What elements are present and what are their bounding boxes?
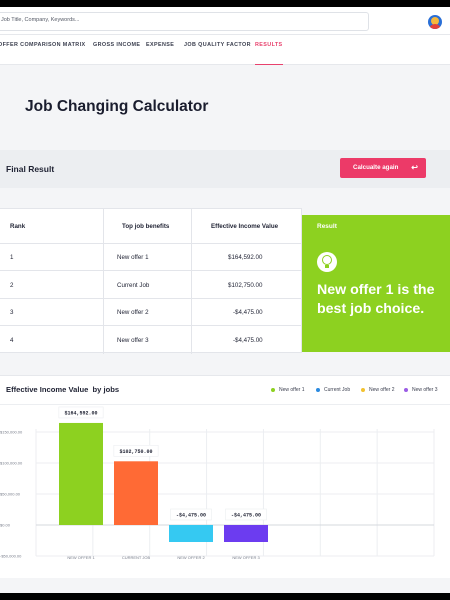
y-tick-label: -$50,000.00 [0,554,22,559]
undo-icon: ↩ [411,163,418,172]
result-card: Result New offer 1 is the best job choic… [302,215,450,352]
result-message: New offer 1 is the best job choice. [317,282,435,317]
chart-card: Effective Income Value by jobs New offer… [0,375,450,578]
app-frame: Job Title, Company, Keywords... Offer Co… [0,7,450,593]
calculate-again-label: Calcualte again [353,164,399,171]
top-bar: Job Title, Company, Keywords... [0,7,450,35]
legend-item[interactable]: Current Job [316,387,350,393]
legend-dot [271,387,275,392]
header-effective-income-value: Effective Income Value [211,223,279,230]
data-label: -$4,475.00 [176,513,206,519]
data-label: -$4,475.00 [231,513,261,519]
legend-dot [361,387,365,392]
chart-bar [59,422,103,525]
table-row: 4 New offer 3 -$4,475.00 [10,337,263,344]
lightbulb-icon [317,252,337,272]
y-tick-label: $50,000.00 [0,492,21,497]
x-tick-label: CURRENT JOB [122,555,151,560]
result-card-label: Result [317,223,337,230]
tab-bar: Offer Comparison Matrix Gross Income Exp… [0,35,450,65]
chart-bar [224,525,268,542]
tab-results[interactable]: Results [255,35,283,65]
tab-expense[interactable]: Expense [146,42,175,48]
data-label: $102,750.00 [119,449,152,455]
user-avatar[interactable] [428,15,442,29]
x-tick-label: NEW OFFER 3 [232,555,260,560]
header-rank: Rank [10,223,26,230]
table-header: Rank Top job benefits Effective Income V… [0,209,302,244]
data-label-box [225,508,267,521]
data-label: $164,592.00 [64,410,97,416]
legend-item[interactable]: New offer 2 [361,387,394,393]
y-tick-label: $150,000.00 [0,430,23,435]
x-tick-label: NEW OFFER 1 [67,555,95,560]
tab-offer-comparison-matrix[interactable]: Offer Comparison Matrix [0,42,86,48]
y-tick-label: $0.00 [0,523,11,528]
tab-job-quality-factor[interactable]: Job Quality Factor [184,42,251,48]
y-tick-label: $100,000.00 [0,461,23,466]
legend-dot [404,387,408,392]
legend-dot [316,387,320,392]
search-placeholder: Job Title, Company, Keywords... [1,17,80,23]
tab-gross-income[interactable]: Gross Income [93,42,141,48]
data-label-box [58,406,104,419]
results-table: Rank Top job benefits Effective Income V… [0,208,302,354]
chart-title: Effective Income Value by jobs [6,385,120,394]
legend-item[interactable]: New offer 3 [404,387,437,393]
search-input[interactable]: Job Title, Company, Keywords... [0,12,369,31]
legend-item[interactable]: New offer 1 [271,387,304,393]
final-result-bar: Final Result Calcualte again ↩ [0,150,450,188]
final-result-label: Final Result [6,164,55,174]
table-row: 2 Current Job $102,750.00 [0,272,302,299]
chart-bar [114,461,158,525]
data-label-box [113,444,159,457]
page-title: Job Changing Calculator [25,98,209,115]
header-top-job-benefits: Top job benefits [122,223,170,230]
chart-bar [169,525,213,542]
table-row: 3 New offer 2 -$4,475.00 [0,299,302,326]
data-label-box [170,508,212,521]
calculate-again-button[interactable]: Calcualte again ↩ [340,158,426,178]
bar-chart: $150,000.00 $100,000.00 $50,000.00 $0.00 -$5… [0,406,435,560]
table-row: 1 New offer 1 $164,592.00 [0,244,302,271]
x-tick-label: NEW OFFER 2 [177,555,205,560]
